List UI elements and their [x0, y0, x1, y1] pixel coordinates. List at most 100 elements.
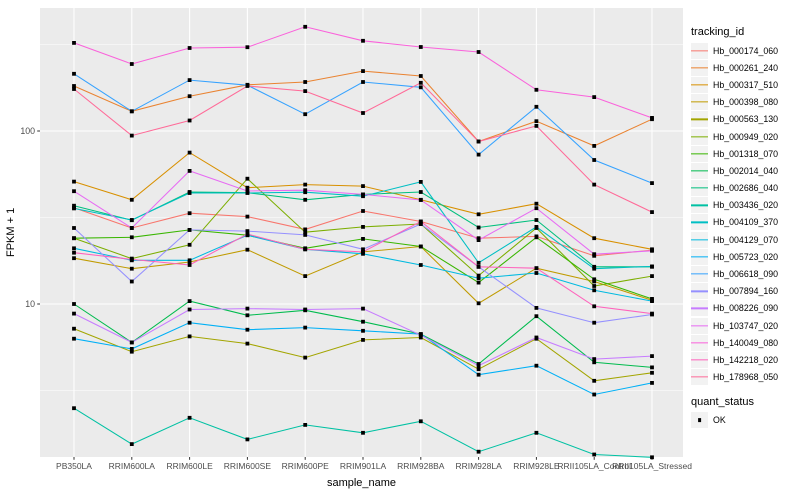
- data-point-Hb_008226_090: [187, 307, 192, 312]
- legend-entry-label: Hb_003436_020: [713, 200, 779, 211]
- legend-entry-label: Hb_000949_020: [713, 131, 779, 142]
- legend-key-swatch: [691, 248, 708, 265]
- legend-key-swatch: [691, 128, 708, 145]
- data-point-Hb_178968_050: [129, 133, 134, 138]
- data-point-Hb_006618_090: [534, 104, 539, 109]
- data-point-Hb_000317_510: [187, 150, 192, 155]
- data-point-Hb_103747_020: [592, 252, 597, 257]
- legend-entry-label: Hb_004129_070: [713, 234, 779, 245]
- legend-key-swatch: [691, 317, 708, 334]
- data-point-Hb_004129_070: [72, 246, 76, 251]
- legend-entry: Hb_140049_080: [691, 334, 799, 351]
- data-point-Hb_004109_370: [72, 206, 76, 211]
- data-point-Hb_142218_020: [592, 304, 597, 309]
- data-point-Hb_000949_020: [303, 230, 308, 235]
- data-point-Hb_003436_020: [129, 442, 134, 446]
- legend-key-swatch: [691, 351, 708, 368]
- data-point-Hb_140049_080: [361, 38, 365, 43]
- data-point-Hb_008226_090: [245, 306, 250, 311]
- legend-key-line-icon: [691, 49, 708, 52]
- legend-entry: Hb_000398_080: [691, 94, 799, 111]
- data-point-Hb_000174_060: [187, 211, 192, 216]
- data-point-Hb_000398_080: [245, 247, 250, 252]
- data-point-Hb_000563_130: [303, 355, 308, 360]
- legend-entry-label: Hb_178968_050: [713, 372, 779, 383]
- data-point-Hb_000949_020: [650, 274, 654, 278]
- data-point-Hb_178968_050: [361, 111, 365, 115]
- legend-key-line-icon: [691, 187, 708, 189]
- data-point-Hb_142218_020: [361, 250, 365, 254]
- data-point-Hb_004129_070: [476, 276, 481, 281]
- data-point-Hb_001318_070: [361, 237, 365, 241]
- data-point-Hb_000398_080: [129, 266, 134, 271]
- data-point-Hb_005723_020: [650, 381, 654, 385]
- data-point-Hb_008226_090: [476, 363, 481, 368]
- data-point-Hb_008226_090: [361, 306, 365, 311]
- x-tick-label: RRIM600LE: [166, 461, 213, 471]
- legend-key-line-icon: [691, 256, 708, 258]
- data-point-Hb_003436_020: [418, 419, 423, 424]
- data-point-Hb_007894_160: [361, 247, 365, 252]
- data-point-Hb_005723_020: [245, 327, 250, 332]
- data-point-Hb_142218_020: [418, 219, 423, 224]
- data-point-Hb_103747_020: [476, 238, 481, 242]
- data-point-Hb_002014_040: [592, 360, 597, 365]
- data-point-Hb_140049_080: [476, 50, 481, 54]
- legend-key-line-icon: [691, 170, 708, 172]
- legend-entry: Hb_004109_370: [691, 214, 799, 231]
- data-point-Hb_000398_080: [72, 256, 76, 261]
- legend-entry-label: Hb_140049_080: [713, 337, 779, 348]
- legend-key-line-icon: [691, 67, 708, 69]
- data-point-Hb_000949_020: [245, 176, 250, 181]
- data-point-Hb_004129_070: [187, 258, 192, 263]
- legend-key-line-icon: [691, 359, 708, 361]
- legend-entry: Hb_008226_090: [691, 300, 799, 317]
- legend-entry-label: Hb_000563_130: [713, 114, 779, 125]
- y-tick-label: 10: [25, 299, 35, 309]
- data-point-Hb_103747_020: [303, 188, 308, 193]
- data-point-Hb_000563_130: [476, 367, 481, 372]
- data-point-Hb_000563_130: [245, 341, 250, 346]
- x-tick-label: RRIM600LA: [108, 461, 155, 471]
- legend-key-line-icon: [691, 307, 708, 310]
- data-point-Hb_140049_080: [187, 46, 192, 50]
- data-point-Hb_142218_020: [129, 257, 134, 262]
- data-point-Hb_005723_020: [187, 320, 192, 325]
- data-point-Hb_178968_050: [592, 182, 597, 187]
- data-point-Hb_004109_370: [245, 191, 250, 195]
- legend-entry: Hb_000563_130: [691, 111, 799, 128]
- data-point-Hb_178968_050: [476, 139, 481, 144]
- data-point-Hb_006618_090: [650, 181, 654, 185]
- data-point-Hb_002014_040: [361, 319, 365, 324]
- data-point-Hb_140049_080: [650, 116, 654, 120]
- data-point-Hb_000261_240: [187, 94, 192, 99]
- legend-key-line-icon: [691, 84, 708, 86]
- data-point-Hb_000261_240: [418, 74, 423, 78]
- data-point-Hb_006618_090: [361, 80, 365, 84]
- data-point-Hb_103747_020: [361, 192, 365, 197]
- legend-key-swatch: [691, 94, 708, 111]
- data-point-Hb_002686_040: [72, 203, 76, 208]
- data-point-Hb_003436_020: [476, 449, 481, 454]
- data-point-Hb_000563_130: [187, 334, 192, 339]
- data-point-Hb_008226_090: [129, 340, 134, 345]
- data-point-Hb_004129_070: [534, 271, 539, 275]
- data-point-Hb_000317_510: [476, 212, 481, 217]
- legend-title-tracking-id: tracking_id: [691, 26, 745, 38]
- data-point-Hb_103747_020: [534, 206, 539, 211]
- legend-key-line-icon: [691, 101, 708, 103]
- legend-key-swatch: [691, 369, 708, 386]
- data-point-Hb_003436_020: [245, 437, 250, 442]
- data-point-Hb_000174_060: [361, 209, 365, 213]
- data-point-Hb_178968_050: [72, 87, 76, 91]
- data-point-Hb_001318_070: [129, 235, 134, 240]
- data-point-Hb_007894_160: [592, 320, 597, 325]
- data-point-Hb_001318_070: [418, 244, 423, 249]
- data-point-Hb_004109_370: [592, 266, 597, 271]
- legend-entry: Hb_000174_060: [691, 42, 799, 59]
- legend-key-swatch: [691, 111, 708, 128]
- x-tick-label: RRIM600PE: [281, 461, 329, 471]
- y-tick-label: 100: [20, 126, 35, 136]
- x-axis-title: sample_name: [326, 477, 397, 489]
- data-point-Hb_000949_020: [187, 242, 192, 247]
